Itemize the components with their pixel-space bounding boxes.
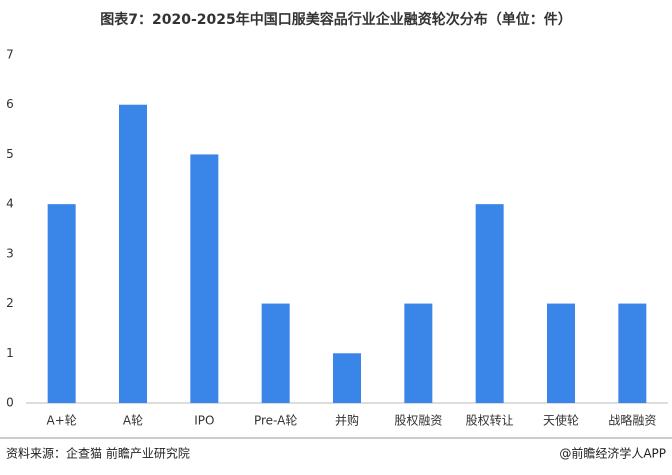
x-tick-label: IPO [194,414,214,428]
bar [190,154,219,403]
x-tick-label: 股权转让 [466,413,514,428]
y-tick-label: 7 [6,48,14,62]
y-tick-label: 3 [6,246,14,260]
x-tick-label: 并购 [335,413,359,428]
x-tick-label: A轮 [123,414,143,428]
x-tick-label: 战略融资 [608,413,656,428]
y-tick-label: 6 [6,97,14,111]
bar [404,303,433,403]
y-tick-label: 0 [6,396,14,410]
y-tick-label: 4 [6,197,14,211]
x-tick-label: Pre-A轮 [254,414,297,428]
bar [261,303,290,403]
x-tick-label: 股权融资 [394,414,442,428]
logo-text: @前瞻经济学人APP [559,446,666,461]
x-tick-label: A+轮 [47,414,77,428]
bar [618,303,647,403]
bar [119,104,147,403]
y-tick-label: 1 [6,346,14,360]
bar [547,303,575,403]
y-tick-label: 5 [6,147,14,161]
chart-title: 图表7：2020-2025年中国口服美容品行业企业融资轮次分布（单位：件） [100,11,571,28]
bar [333,353,361,403]
bar [47,204,76,403]
source-note: 资料来源：企查猫 前瞻产业研究院 [6,446,190,461]
x-tick-label: 天使轮 [543,413,579,428]
bar [475,204,504,403]
y-tick-label: 2 [6,296,14,310]
